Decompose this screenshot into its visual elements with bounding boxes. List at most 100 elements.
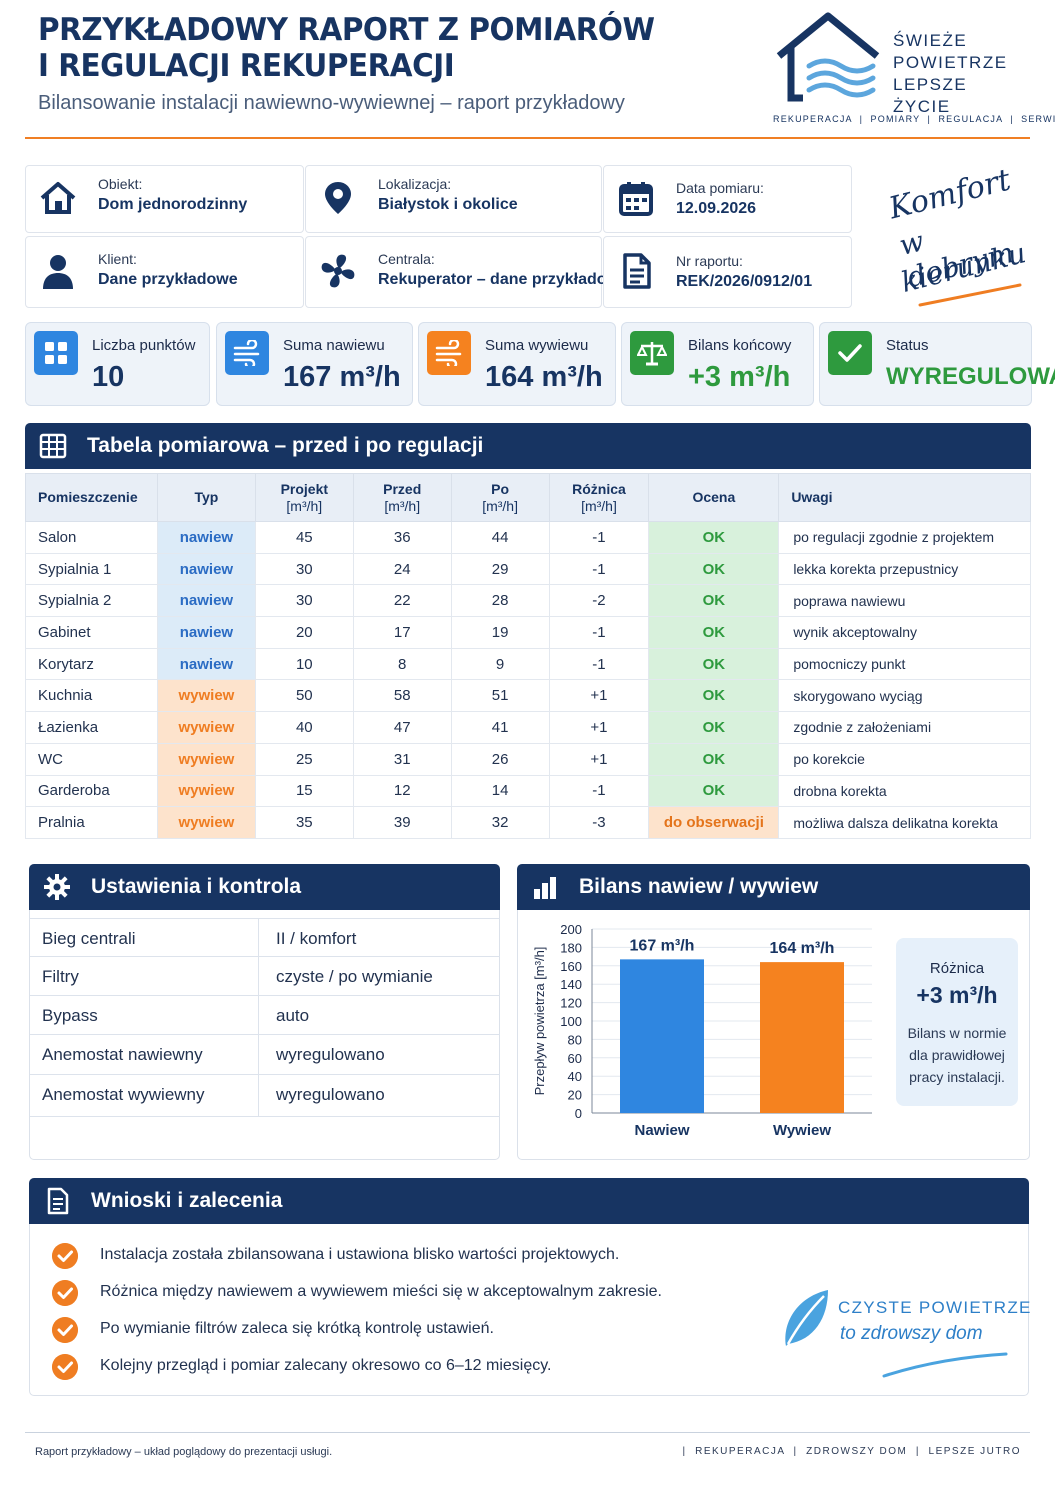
report-subtitle: Bilansowanie instalacji nawiewno-wywiewn… [38,92,625,114]
cell-projekt: 15 [254,774,354,808]
chart-data-label: 167 m³/h [630,937,695,954]
cell-przed: 31 [352,742,452,776]
cell-uwagi: skorygowano wyciąg [778,679,1031,713]
cell-projekt: 20 [254,616,354,649]
chart-section-title: Bilans nawiew / wywiew [579,875,819,898]
cell-przed: 36 [352,521,452,554]
badge-line2: to zdrowszy dom [840,1323,983,1344]
conclusion-text: Po wymianie filtrów zaleca się krótką ko… [100,1320,494,1337]
col-header-projekt: Projekt [m³/h] [254,473,354,522]
location-pin-icon [325,182,351,214]
brand-line3: LEPSZE ŻYCIE [893,75,968,116]
brand-services: REKUPERACJA | POMIARY | REGULACJA | SERW… [773,114,1055,124]
col-header-przed-unit: [m³/h] [384,497,421,514]
conclusion-text: Różnica między nawiewem a wywiewem mieśc… [100,1283,662,1300]
stat-suma-wywiewu: Suma wywiewu 164 m³/h [418,322,616,406]
settings-value: wyregulowano [276,1085,385,1104]
table-row: Pralnia wywiew 35 39 32 -3 do obserwacji możliw… [25,806,1031,839]
settings-key: Anemostat nawiewny [42,1045,203,1064]
leaf-icon [785,1290,828,1346]
centrala-label: Centrala: [378,251,435,267]
conclusion-text: Instalacja została zbilansowana i ustawi… [100,1246,620,1263]
cell-type: nawiew [156,552,256,586]
cell-ocena: OK [648,742,780,776]
cell-type: nawiew [156,616,256,649]
cell-uwagi: pomocniczy punkt [778,647,1031,681]
chart-category-label: Wywiew [773,1122,831,1139]
cell-po: 26 [450,742,550,776]
cell-po: 19 [450,616,550,649]
cell-przed: 58 [352,679,452,713]
cell-roznica: -1 [548,552,650,586]
fan-icon [321,254,355,288]
cell-room: Łazienka [25,711,158,744]
table-row: Salon nawiew 45 36 44 -1 OK po regulacji zgodni… [25,521,1031,554]
data-label: Data pomiaru: [676,180,764,196]
chart-y-tick-label: 140 [560,977,582,992]
cell-uwagi: możliwa dalsza delikatna korekta [778,806,1031,839]
settings-section-header: Ustawienia i kontrola [29,864,500,910]
cell-roznica: -1 [548,616,650,649]
col-header-roznica-label: Różnica [572,480,626,497]
cell-room: Kuchnia [25,679,158,713]
cell-uwagi: drobna korekta [778,774,1031,808]
klient-value: Dane przykładowe [98,271,238,288]
col-header-projekt-label: Projekt [280,480,329,497]
col-header-ocena: Ocena [648,473,780,522]
chart-section-header: Bilans nawiew / wywiew [517,864,1030,910]
cell-room: Pralnia [25,806,158,839]
difference-value: +3 m³/h [916,982,998,1008]
cell-ocena: OK [648,552,780,586]
cell-room: WC [25,742,158,776]
chart-y-tick-label: 120 [560,996,582,1011]
table-row: Łazienka wywiew 40 47 41 +1 OK zgodnie z założe… [25,711,1031,744]
cell-po: 32 [450,806,550,839]
stat-nawiew-value: 167 m³/h [283,361,401,393]
info-card-obiekt: Obiekt: Dom jednorodzinny [25,165,304,233]
settings-value: auto [276,1006,310,1025]
table-row: Gabinet nawiew 20 17 19 -1 OK wynik akceptowaln… [25,616,1031,649]
header-divider [25,137,1030,139]
scale-balance-icon [630,331,674,375]
check-circle-icon [52,1354,78,1380]
cell-przed: 47 [352,711,452,744]
cell-roznica: -1 [548,647,650,681]
stat-status: Status WYREGULOWANO [819,322,1055,406]
cell-przed: 8 [352,647,452,681]
col-header-po-unit: [m³/h] [482,497,518,514]
settings-separator [258,996,259,1034]
settings-key: Anemostat wywiewny [42,1085,205,1104]
cell-uwagi: zgodnie z założeniami [778,711,1031,744]
col-header-roznica-unit: [m³/h] [581,497,617,514]
stat-status-label: Status [886,337,929,354]
col-header-po: Po [m³/h] [450,473,550,522]
cell-przed: 12 [352,774,452,808]
settings-separator [258,919,259,956]
settings-separator [258,1035,259,1074]
cell-room: Gabinet [25,616,158,649]
info-card-klient: Klient: Dane przykładowe [25,236,304,308]
report-title-line2: I REGULACJI REKUPERACJI [38,48,455,84]
stat-wywiew-label: Suma wywiewu [485,337,589,354]
col-header-roznica: Różnica [m³/h] [548,473,650,522]
cell-ocena: OK [648,521,780,554]
table-row: Garderoba wywiew 15 12 14 -1 OK drobna korekta [25,774,1031,808]
stat-status-value: WYREGULOWANO [886,363,1055,390]
cell-projekt: 30 [254,584,354,618]
chart-bar [760,962,844,1113]
stat-punkty-label: Liczba punktów [92,337,196,354]
cell-roznica: -2 [548,584,650,618]
cell-ocena: OK [648,584,780,618]
brand-name: ŚWIEŻE POWIETRZE LEPSZE ŻYCIE [893,30,1018,118]
cell-po: 28 [450,584,550,618]
settings-key: Bypass [42,1006,98,1025]
info-card-lokalizacja: Lokalizacja: Białystok i okolice [305,165,602,233]
badge-line1: CZYSTE POWIETRZE [838,1298,1032,1317]
cell-roznica: -1 [548,521,650,554]
chart-y-tick-label: 160 [560,959,582,974]
settings-key: Bieg centrali [42,929,136,948]
cell-room: Garderoba [25,774,158,808]
wind-icon [225,331,269,375]
cell-po: 41 [450,711,550,744]
cell-uwagi: poprawa nawiewu [778,584,1031,618]
